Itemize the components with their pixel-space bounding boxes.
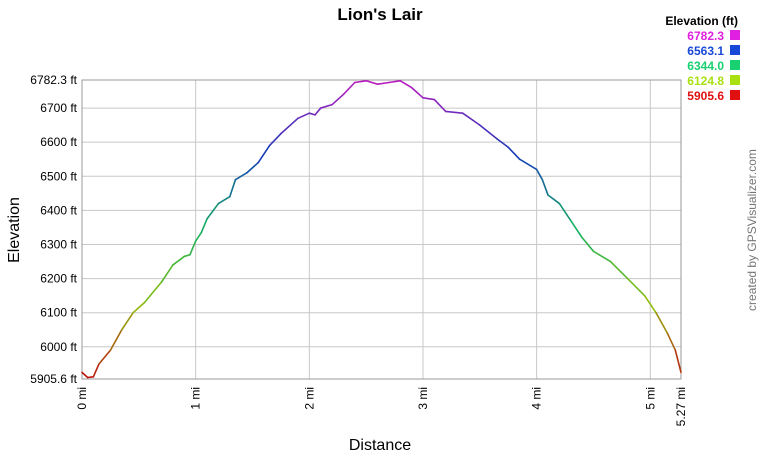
line-segment (655, 311, 669, 334)
line-segment (626, 277, 646, 297)
line-segment (109, 328, 123, 352)
line-segment (143, 281, 163, 304)
line-segment (643, 294, 657, 314)
line-segment (314, 107, 322, 116)
line-segment (365, 79, 379, 85)
y-tick-label: 6200 ft (40, 272, 77, 286)
line-segment (172, 255, 186, 266)
y-tick-label: 6700 ft (40, 101, 77, 115)
line-segment (422, 97, 436, 101)
line-segment (92, 363, 100, 378)
line-segment (444, 110, 464, 114)
line-segment (246, 161, 259, 174)
line-segment (376, 81, 390, 85)
line-segment (268, 132, 282, 147)
line-segment (217, 195, 231, 205)
x-tick-label: 5 mi (643, 387, 657, 410)
line-segment (461, 112, 481, 126)
line-segment (399, 79, 413, 89)
y-tick-label: 5905.6 ft (30, 372, 77, 386)
legend-swatch (730, 45, 740, 55)
x-axis-title: Distance (349, 437, 411, 454)
line-segment (609, 260, 629, 280)
line-segment (342, 81, 356, 96)
line-segment (98, 349, 112, 365)
legend-title: Elevation (ft) (665, 14, 738, 28)
line-segment (120, 311, 134, 331)
line-segment (206, 202, 220, 220)
line-segment (535, 168, 544, 181)
line-segment (353, 79, 367, 84)
x-tick-label: 5.27 mi (674, 387, 688, 426)
line-segment (228, 178, 237, 198)
y-axis-title: Elevation (6, 197, 23, 263)
y-tick-label: 6100 ft (40, 306, 77, 320)
legend-label: 6563.1 (687, 44, 724, 58)
x-tick-label: 4 mi (530, 387, 544, 410)
y-tick-label: 6782.3 ft (30, 73, 77, 87)
line-segment (541, 178, 549, 196)
line-segment (200, 218, 208, 234)
y-tick-label: 6000 ft (40, 340, 77, 354)
line-segment (592, 250, 612, 263)
x-tick-label: 0 mi (75, 387, 89, 410)
line-segment (479, 124, 498, 140)
line-segment (666, 332, 677, 352)
line-segment (507, 146, 521, 161)
line-segment (518, 158, 538, 171)
line-segment (160, 264, 174, 283)
line-segment (569, 219, 583, 239)
line-segment (496, 137, 510, 149)
line-segment (410, 86, 424, 99)
y-tick-label: 6500 ft (40, 169, 77, 183)
x-tick-label: 2 mi (302, 387, 316, 410)
line-segment (81, 371, 89, 379)
legend-label: 6344.0 (687, 59, 724, 73)
line-segment (234, 172, 248, 181)
line-segment (189, 240, 197, 256)
legend-swatch (730, 60, 740, 70)
line-segment (132, 301, 146, 314)
legend-label: 6782.3 (687, 29, 724, 43)
line-segment (388, 79, 402, 84)
legend-swatch (730, 75, 740, 85)
line-segment (581, 236, 595, 253)
x-tick-label: 1 mi (189, 387, 203, 410)
credit: created by GPSVisualizer.com (745, 149, 759, 311)
line-segment (558, 202, 572, 222)
legend-swatch (730, 30, 740, 40)
plot-border (81, 79, 682, 380)
legend-label: 6124.8 (687, 74, 724, 88)
line-segment (257, 144, 271, 164)
legend-label: 5905.6 (687, 89, 724, 103)
line-segment (194, 231, 203, 242)
line-segment (433, 98, 447, 113)
line-segment (86, 376, 95, 379)
line-segment (331, 93, 345, 106)
line-segment (183, 253, 191, 258)
y-tick-label: 6600 ft (40, 135, 77, 149)
line-segment (319, 103, 333, 109)
line-segment (674, 349, 682, 374)
legend-swatch (730, 90, 740, 100)
y-tick-label: 6400 ft (40, 203, 77, 217)
line-segment (547, 194, 561, 205)
line-segment (308, 112, 316, 116)
line-segment (280, 117, 299, 135)
y-tick-label: 6300 ft (40, 237, 77, 251)
chart-title: Lion's Lair (337, 5, 423, 24)
x-tick-label: 3 mi (416, 387, 430, 410)
line-segment (297, 112, 311, 120)
